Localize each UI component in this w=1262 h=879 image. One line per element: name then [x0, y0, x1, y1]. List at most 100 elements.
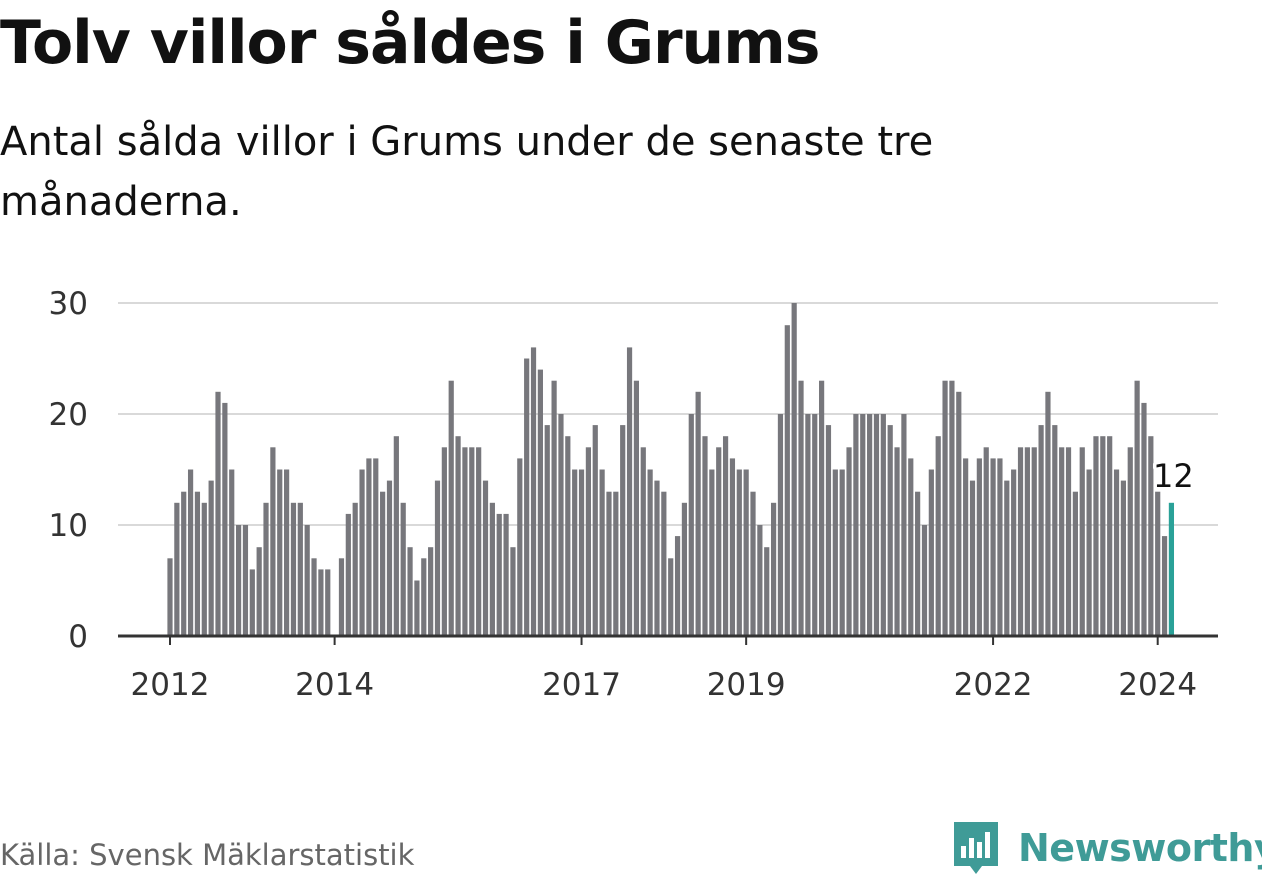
bar [853, 414, 859, 636]
bar [359, 469, 365, 636]
bar [935, 436, 941, 636]
bar [235, 525, 242, 636]
bar [304, 525, 310, 636]
bar [462, 447, 468, 636]
bar [366, 458, 372, 636]
bar [976, 458, 982, 636]
bar [482, 480, 489, 636]
bar [1065, 447, 1072, 636]
bar [668, 558, 674, 636]
x-tick-label: 2012 [131, 667, 210, 703]
y-tick-label: 0 [68, 619, 88, 655]
bar [434, 480, 441, 636]
bar [524, 358, 530, 636]
bar [373, 458, 379, 636]
source-note: Källa: Svensk Mäklarstatistik [0, 838, 415, 872]
bar [469, 447, 475, 636]
bar [393, 436, 399, 636]
bar [229, 469, 235, 636]
y-axis-ticks: 0 10 20 30 [49, 286, 88, 655]
x-tick-label: 2017 [542, 667, 621, 703]
bar [421, 558, 427, 636]
bar [1100, 436, 1106, 636]
bar [688, 414, 694, 636]
bar [908, 458, 914, 636]
bar [901, 414, 907, 636]
bar [1161, 536, 1168, 636]
bar [674, 536, 681, 636]
bar [743, 469, 749, 636]
bar [1079, 447, 1085, 636]
bar [400, 502, 406, 636]
bar [565, 436, 571, 636]
bar [558, 414, 564, 636]
bar [969, 480, 976, 636]
bar [921, 525, 928, 636]
bar [791, 303, 797, 636]
bar [407, 547, 413, 636]
bar [1127, 447, 1133, 636]
bar [1093, 436, 1099, 636]
bar [654, 480, 660, 636]
bar [928, 469, 934, 636]
y-tick-label: 20 [49, 397, 88, 433]
bar [297, 502, 303, 636]
chart-title: Tolv villor såldes i Grums [0, 8, 821, 78]
bar [812, 414, 818, 636]
bar [997, 458, 1003, 636]
bar [1052, 425, 1058, 636]
bar [174, 502, 180, 636]
brand-name: Newsworthy [1018, 826, 1262, 870]
bar [990, 458, 996, 636]
bar [263, 502, 269, 636]
bar [606, 491, 612, 636]
bar [633, 380, 640, 636]
x-axis-ticks: 2012 2014 2017 2019 2022 2024 [131, 636, 1197, 703]
bar [503, 513, 509, 636]
bar [777, 414, 784, 636]
bar [949, 380, 955, 636]
bar [380, 491, 386, 636]
bar [1031, 447, 1037, 636]
bar [647, 469, 653, 636]
x-tick-label: 2019 [707, 667, 786, 703]
bar [661, 491, 667, 636]
bar [620, 425, 626, 636]
bar [915, 491, 921, 636]
bar [681, 502, 688, 636]
bar [709, 469, 715, 636]
y-tick-label: 30 [49, 286, 88, 322]
bar [345, 513, 351, 636]
bar [256, 547, 262, 636]
annotations: 12 [1150, 453, 1198, 498]
bar [325, 569, 331, 636]
bar [551, 380, 557, 636]
bar [496, 513, 502, 636]
bar [208, 480, 214, 636]
bar [277, 469, 283, 636]
bar [1072, 491, 1078, 636]
bar [784, 325, 790, 636]
x-tick-label: 2022 [954, 667, 1033, 703]
x-tick-label: 2014 [295, 667, 374, 703]
bar [1134, 380, 1140, 636]
bar [386, 480, 393, 636]
bar [181, 491, 187, 636]
bar [1059, 447, 1065, 636]
bar [867, 414, 873, 636]
bar [1107, 436, 1113, 636]
bar [1004, 480, 1010, 636]
bar [770, 502, 777, 636]
bar [414, 580, 420, 636]
bar [805, 414, 811, 636]
bar [530, 347, 537, 636]
bar [489, 502, 495, 636]
bar [599, 469, 605, 636]
bar [613, 491, 619, 636]
bar [1148, 436, 1154, 636]
bar [860, 414, 866, 636]
bar [1155, 491, 1161, 636]
bar [942, 380, 948, 636]
newsworthy-logo-icon [954, 822, 998, 874]
bar [428, 547, 434, 636]
